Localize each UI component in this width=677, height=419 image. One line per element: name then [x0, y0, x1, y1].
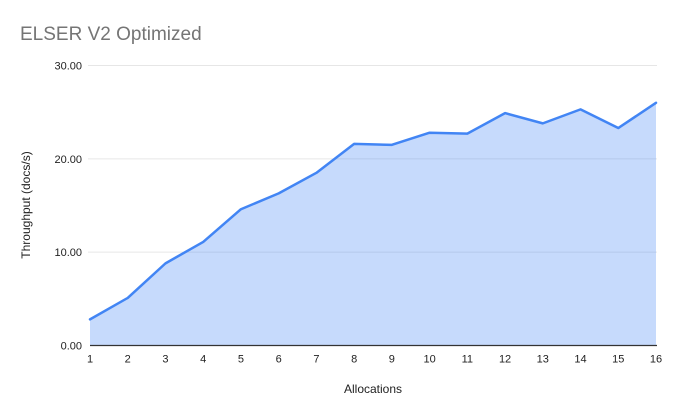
x-tick-label: 3: [162, 354, 168, 366]
y-axis-title: Throughput (docs/s): [19, 151, 33, 259]
x-tick-label: 16: [650, 354, 662, 366]
series-area: [90, 102, 656, 346]
x-tick-label: 10: [423, 354, 435, 366]
x-tick-label: 12: [499, 354, 511, 366]
x-tick-label: 6: [276, 354, 282, 366]
x-tick-label: 13: [537, 354, 549, 366]
y-tick-label: 20.00: [54, 154, 82, 166]
series-line: [88, 101, 658, 321]
x-tick-label: 1: [87, 354, 93, 366]
x-tick-label: 8: [351, 354, 357, 366]
x-axis-title: Allocations: [343, 382, 403, 396]
x-tick-label: 11: [462, 354, 473, 366]
x-tick-label: 5: [238, 354, 244, 366]
y-tick-label: 10.00: [54, 247, 82, 259]
x-tick-label: 2: [125, 354, 131, 366]
x-tick-label: 14: [574, 354, 586, 366]
chart-title: ELSER V2 Optimized: [20, 24, 202, 45]
x-tick-label: 15: [612, 354, 624, 366]
y-tick-label: 30.00: [54, 61, 82, 73]
y-tick-label: 0.00: [61, 341, 82, 353]
x-tick-label: 4: [200, 354, 206, 366]
x-tick-label: 7: [313, 354, 319, 366]
x-tick-label: 9: [389, 354, 395, 366]
